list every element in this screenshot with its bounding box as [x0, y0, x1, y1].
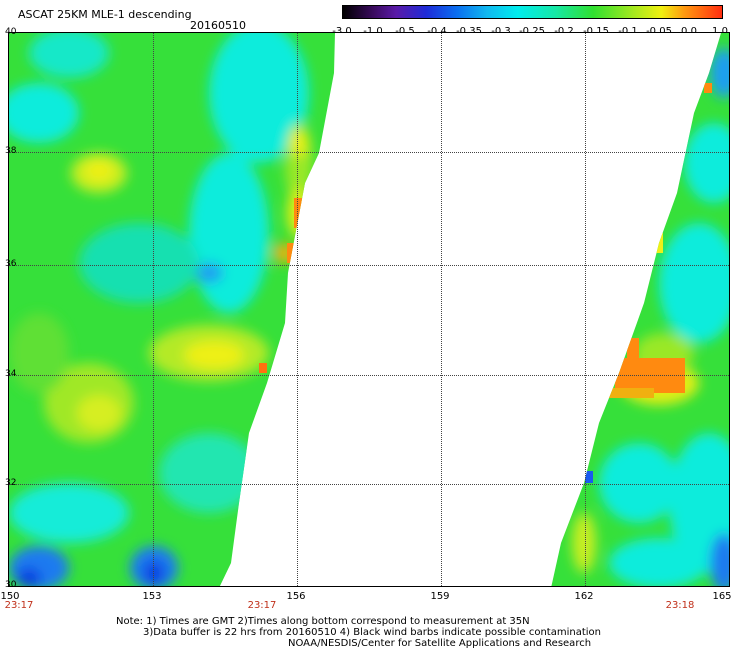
- color-tick: -3.0: [332, 26, 352, 37]
- latitude-gridline: [9, 484, 729, 485]
- lat-label: 38: [5, 146, 17, 156]
- color-tick: -0.1: [618, 26, 638, 37]
- left-swath: [9, 33, 335, 586]
- color-tick: -0.5: [395, 26, 415, 37]
- time-label: 23:17: [247, 600, 277, 611]
- swath-image: [9, 33, 729, 586]
- latitude-gridline: [9, 265, 729, 266]
- lat-label: 30: [5, 580, 17, 590]
- longitude-gridline: [585, 33, 586, 586]
- color-tick: -0.15: [583, 26, 609, 37]
- color-tick: 0.0: [681, 26, 697, 37]
- lon-label: 165: [712, 591, 732, 602]
- color-tick: -0.25: [519, 26, 545, 37]
- latitude-gridline: [9, 375, 729, 376]
- color-tick: -0.35: [456, 26, 482, 37]
- lat-label: 36: [5, 259, 17, 269]
- map-title: ASCAT 25KM MLE-1 descending: [18, 8, 192, 21]
- right-swath: [551, 33, 729, 586]
- color-tick: -1.0: [363, 26, 383, 37]
- color-tick: -0.2: [554, 26, 574, 37]
- lat-label: 40: [5, 27, 17, 37]
- lat-label: 34: [5, 369, 17, 379]
- lon-label: 156: [286, 591, 306, 602]
- credit-line: NOAA/NESDIS/Center for Satellite Applica…: [288, 638, 592, 649]
- color-tick: 1.0: [712, 26, 728, 37]
- color-tick: -0.05: [646, 26, 672, 37]
- lat-label: 32: [5, 478, 17, 488]
- lon-label: 150: [0, 591, 20, 602]
- longitude-gridline: [153, 33, 154, 586]
- footnote-line: 3)Data buffer is 22 hrs from 20160510 4)…: [143, 627, 601, 638]
- time-label: 23:17: [4, 600, 34, 611]
- latitude-gridline: [9, 152, 729, 153]
- time-label: 23:18: [665, 600, 695, 611]
- footnote-line: Note: 1) Times are GMT 2)Times along bot…: [116, 616, 530, 627]
- longitude-gridline: [297, 33, 298, 586]
- lon-label: 159: [430, 591, 450, 602]
- color-scale-bar: [342, 5, 723, 19]
- longitude-gridline: [441, 33, 442, 586]
- color-tick: -0.3: [491, 26, 511, 37]
- map-date: 20160510: [190, 19, 246, 32]
- scatterometer-map: [8, 32, 730, 587]
- color-tick: -0.4: [427, 26, 447, 37]
- lon-label: 153: [142, 591, 162, 602]
- lon-label: 162: [574, 591, 594, 602]
